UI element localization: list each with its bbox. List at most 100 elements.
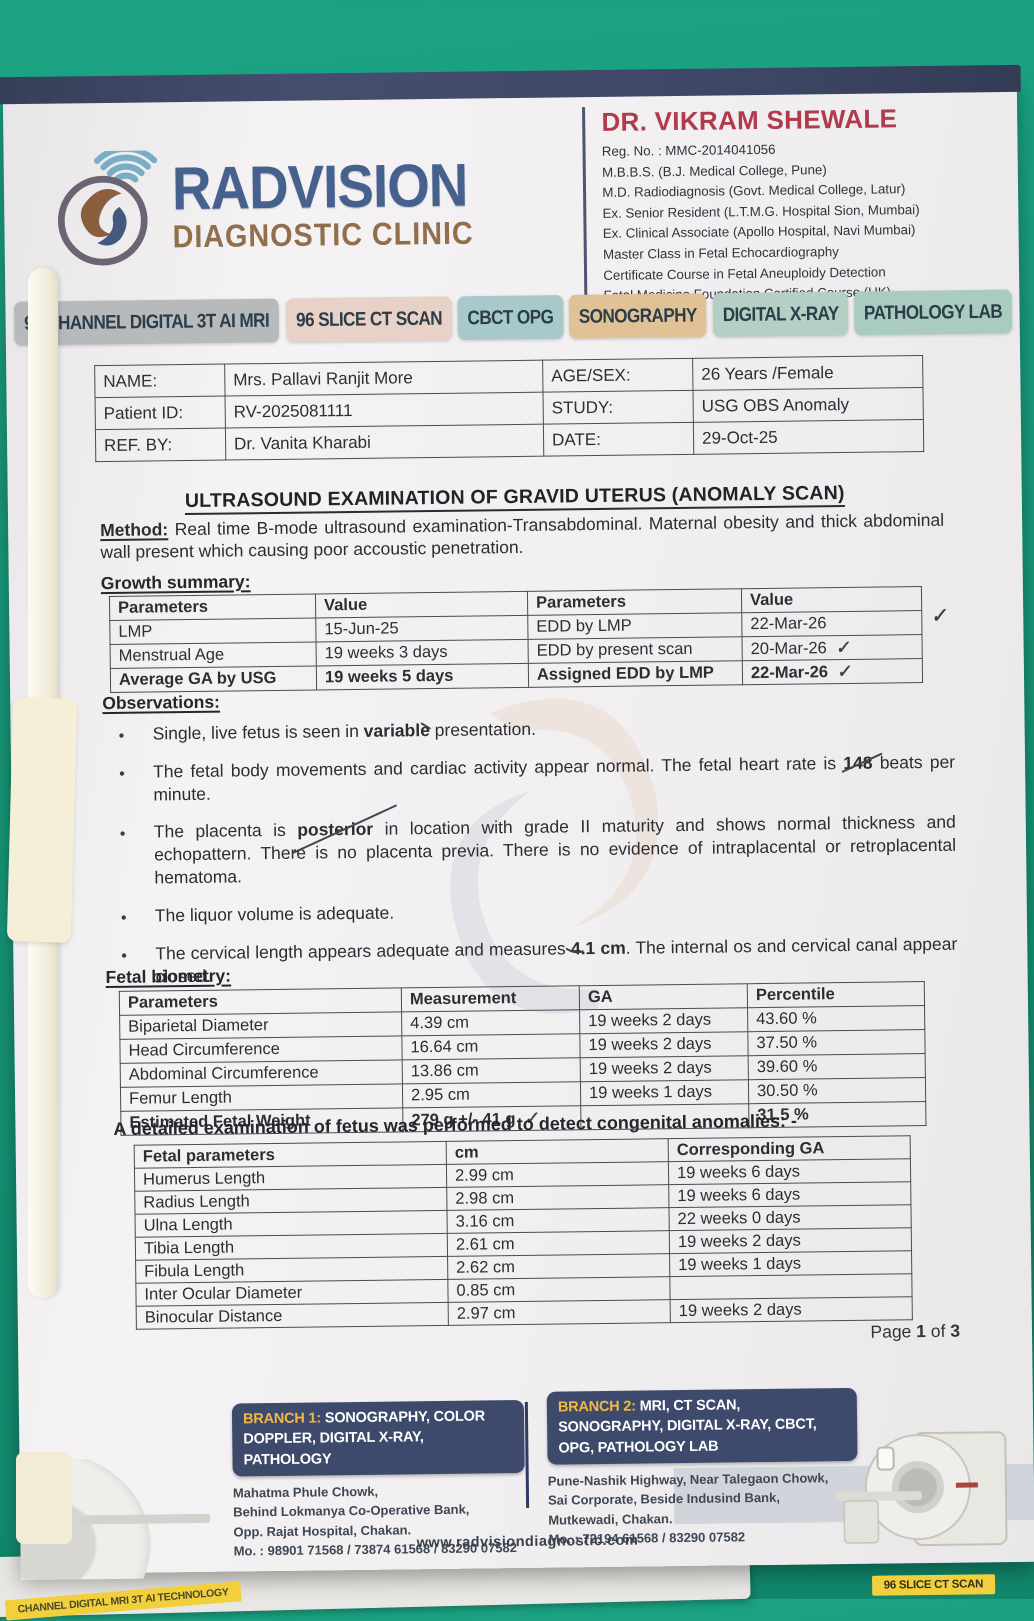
table-cell: 19 weeks 2 days (580, 1055, 749, 1082)
emphasized-value: variable (363, 720, 430, 741)
branch2-block: BRANCH 2: MRI, CT SCAN, SONOGRAPHY, DIGI… (546, 1387, 859, 1550)
table-cell: DATE: (543, 422, 694, 457)
report-page: RADVISION DIAGNOSTIC CLINIC DR. VIKRAM S… (0, 64, 1034, 1621)
table-cell: 43.60 % (747, 1005, 925, 1032)
table-cell: EDD by LMP (527, 612, 743, 640)
emphasized-value: 148 (843, 752, 873, 774)
table-cell: Mrs. Pallavi Ranjit More (224, 360, 544, 397)
table-cell: 20-Mar-26 (742, 634, 923, 661)
table-cell: Femur Length (120, 1083, 403, 1112)
table-cell: Corresponding GA (668, 1135, 911, 1162)
bullet-icon (120, 821, 155, 891)
list-item: The cervical length appears adequate and… (121, 932, 958, 988)
table-cell: Menstrual Age (110, 641, 317, 669)
table-cell: 19 weeks 2 days (670, 1296, 913, 1323)
table-cell: 30.50 % (748, 1077, 926, 1104)
page-indicator: Page 1 of 3 (870, 1320, 961, 1342)
table-cell: 22 weeks 0 days (668, 1204, 912, 1231)
method-paragraph: Method: Real time B-mode ultrasound exam… (100, 509, 944, 564)
footer: BRANCH 1: SONOGRAPHY, COLOR DOPPLER, DIG… (4, 1378, 1034, 1621)
table-cell: 13.86 cm (402, 1057, 581, 1084)
table-cell: AGE/SEX: (542, 358, 693, 393)
table-cell: 29-Oct-25 (693, 419, 924, 455)
branch1-pill: BRANCH 1: SONOGRAPHY, COLOR DOPPLER, DIG… (231, 1399, 525, 1477)
service-badge-ct: 96 SLICE CT SCAN (286, 296, 453, 343)
fetal-biometry-heading: Fetal biometry: (105, 965, 232, 988)
list-item: The placenta is posterior in location wi… (120, 811, 957, 890)
table-cell: USG OBS Anomaly (692, 387, 924, 423)
handwritten-check-icon: ✓ (931, 604, 950, 628)
table-cell: GA (579, 983, 748, 1010)
clinic-logo: RADVISION DIAGNOSTIC CLINIC (51, 101, 585, 313)
table-cell: Assigned EDD by LMP (528, 660, 743, 688)
list-item: Single, live fetus is seen in variable p… (119, 713, 955, 747)
service-badge-cbct: CBCT OPG (457, 295, 564, 341)
doctor-details: DR. VIKRAM SHEWALE Reg. No. : MMC-201404… (582, 102, 994, 308)
table-cell: 19 weeks 6 days (668, 1181, 911, 1208)
report-title: ULTRASOUND EXAMINATION OF GRAVID UTERUS … (184, 481, 845, 516)
table-cell: 4.39 cm (401, 1009, 580, 1036)
table-cell: 16.64 cm (401, 1033, 581, 1060)
branch2-label: BRANCH 2: (557, 1398, 636, 1416)
table-cell: 19 weeks 2 days (579, 1031, 749, 1058)
table-cell: 22-Mar-26 (742, 658, 923, 685)
table-cell: 26 Years /Female (692, 355, 923, 391)
table-cell: 2.95 cm (402, 1081, 581, 1108)
observations-heading: Observations: (102, 691, 221, 714)
emphasized-value: posterior (297, 819, 374, 840)
table-cell: 19 weeks 6 days (668, 1158, 911, 1185)
ct-badge: 96 SLICE CT SCAN (871, 1574, 996, 1596)
table-cell: Biparietal Diameter (119, 1011, 402, 1040)
table-cell: Abdominal Circumference (120, 1059, 403, 1088)
table-cell: 19 weeks 2 days (669, 1227, 912, 1254)
table-cell: 19 weeks 5 days (316, 663, 529, 690)
table-cell: Measurement (401, 985, 580, 1012)
table-cell: 15-Jun-25 (315, 615, 529, 642)
table-cell: 2.97 cm (448, 1299, 671, 1326)
table-cell: Binocular Distance (136, 1302, 449, 1330)
table-cell: Parameters (109, 593, 316, 621)
growth-summary-heading: Growth summary: (100, 571, 251, 594)
service-badge-sonography: SONOGRAPHY (568, 293, 707, 339)
doctor-name: DR. VIKRAM SHEWALE (601, 103, 898, 137)
method-label: Method: (100, 519, 169, 541)
table-cell: 2.98 cm (446, 1184, 669, 1211)
table-cell: LMP (109, 617, 317, 645)
table-cell: Average GA by USG (110, 665, 317, 693)
table-cell: Value (315, 591, 528, 618)
handwritten-check-icon (836, 637, 852, 659)
table-cell: 19 weeks 3 days (316, 639, 529, 666)
letterhead: RADVISION DIAGNOSTIC CLINIC DR. VIKRAM S… (51, 96, 994, 313)
table-cell: Parameters (527, 588, 742, 616)
list-item: The fetal body movements and cardiac act… (119, 751, 956, 807)
table-cell: 2.61 cm (447, 1230, 670, 1257)
table-cell: Percentile (747, 981, 925, 1008)
method-text: Real time B-mode ultrasound examination-… (100, 509, 945, 563)
table-cell: 2.62 cm (447, 1253, 670, 1280)
bullet-icon (119, 761, 154, 808)
table-cell: cm (446, 1138, 669, 1165)
table-cell: Head Circumference (119, 1035, 403, 1064)
table-cell: NAME: (94, 364, 226, 398)
patient-info-table: NAME: Mrs. Pallavi Ranjit More AGE/SEX: … (94, 355, 924, 462)
table-cell: RV-2025081111 (225, 392, 544, 429)
table-cell: REF. BY: (95, 428, 226, 462)
watermark-logo-icon (450, 698, 659, 1014)
observations-list: Single, live fetus is seen in variable p… (119, 713, 958, 1003)
handwritten-check-icon (837, 661, 853, 683)
table-cell: 39.60 % (748, 1053, 926, 1080)
table-cell: 19 weeks 1 days (669, 1250, 912, 1277)
table-cell: EDD by present scan (528, 636, 743, 664)
table-cell: 3.16 cm (446, 1207, 670, 1234)
table-cell: 22-Mar-26 (741, 610, 922, 637)
table-cell: Dr. Vanita Kharabi (225, 424, 544, 461)
plastic-clip-grip (6, 697, 78, 943)
table-cell: Patient ID: (95, 396, 226, 430)
table-cell: Parameters (119, 987, 402, 1016)
table-cell (669, 1273, 913, 1300)
clinic-subtitle: DIAGNOSTIC CLINIC (172, 216, 474, 256)
radvision-logo-icon (57, 150, 158, 266)
table-cell: 37.50 % (747, 1029, 926, 1056)
table-cell: 0.85 cm (447, 1276, 671, 1303)
service-badge-pathology: PATHOLOGY LAB (853, 289, 1013, 336)
